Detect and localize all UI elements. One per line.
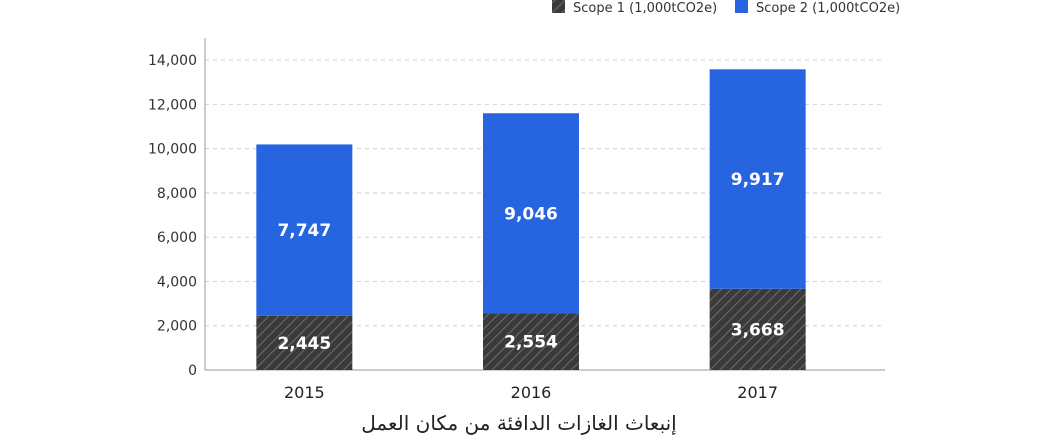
chart-title: إنبعاث الغازات الدافئة من مكان العمل <box>361 411 676 436</box>
y-tick-label: 14,000 <box>148 53 197 69</box>
x-axis-ticks: 2015 2016 2017 <box>284 383 778 402</box>
bar-group: 2,445 7,747 2,554 9,046 3,668 9,917 <box>256 69 806 370</box>
data-label: 9,917 <box>731 170 785 190</box>
bar-scope-1 <box>709 288 806 370</box>
data-label: 3,668 <box>731 320 785 340</box>
legend-label-scope-1: Scope 1 (1,000tCO2e) <box>573 1 717 16</box>
y-tick-label: 8,000 <box>157 186 197 202</box>
y-tick-label: 12,000 <box>148 97 197 113</box>
x-tick-label: 2016 <box>511 383 552 402</box>
x-tick-label: 2015 <box>284 383 325 402</box>
bar-scope-1 <box>256 315 353 370</box>
data-label: 9,046 <box>504 204 558 224</box>
y-tick-label: 2,000 <box>157 319 197 335</box>
bar-scope-1 <box>483 313 579 370</box>
data-label: 2,554 <box>504 333 558 353</box>
legend-label-scope-2: Scope 2 (1,000tCO2e) <box>756 1 900 16</box>
bar-scope-2 <box>483 113 579 314</box>
y-tick-label: 0 <box>188 363 197 379</box>
bar-scope-2 <box>256 144 353 316</box>
y-tick-label: 10,000 <box>148 142 197 158</box>
legend-swatch-scope-1 <box>552 0 565 13</box>
legend-swatch-scope-2 <box>735 0 748 13</box>
data-label: 2,445 <box>277 334 331 354</box>
y-axis-ticks: 0 2,000 4,000 6,000 8,000 10,000 12,000 14,000 <box>148 53 197 379</box>
data-label: 7,747 <box>277 221 331 241</box>
y-tick-label: 6,000 <box>157 230 197 246</box>
legend: Scope 1 (1,000tCO2e) Scope 2 (1,000tCO2e… <box>552 0 900 16</box>
y-tick-label: 4,000 <box>157 274 197 290</box>
x-tick-label: 2017 <box>737 383 778 402</box>
bar-scope-2 <box>709 69 806 289</box>
